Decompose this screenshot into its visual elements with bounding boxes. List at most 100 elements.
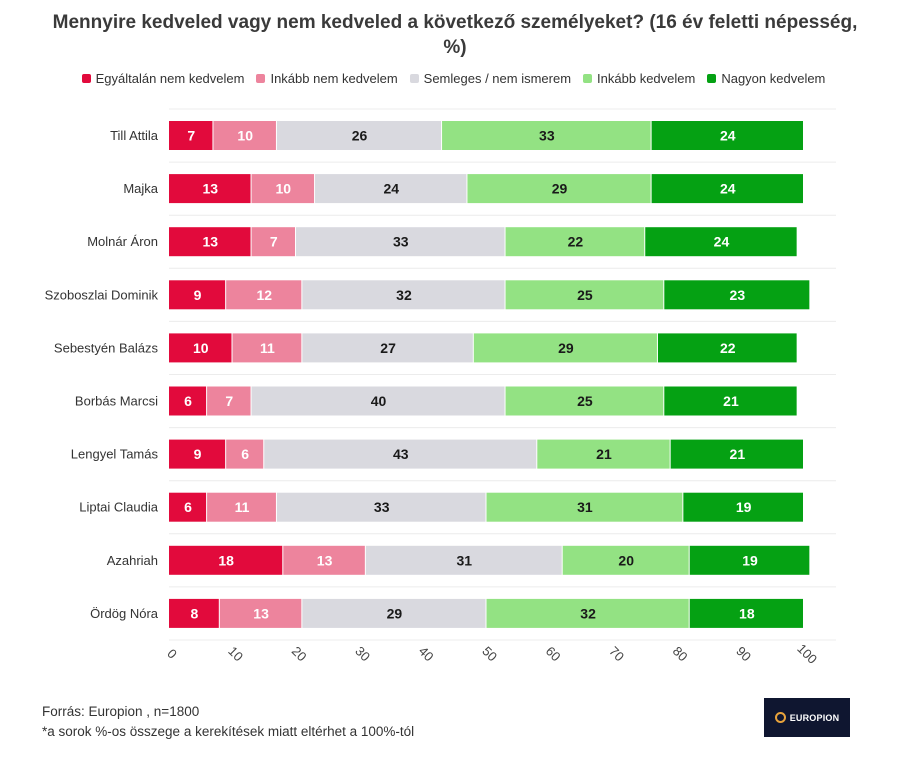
data-label: 18	[218, 552, 234, 568]
data-label: 25	[577, 287, 593, 303]
bar-segment	[169, 227, 251, 257]
bar-segment	[442, 121, 651, 150]
bar-segment	[486, 598, 689, 628]
bar-segment	[486, 492, 683, 522]
bar-segment	[689, 598, 803, 628]
legend-item: Inkább kedvelem	[583, 71, 695, 86]
data-label: 12	[256, 287, 272, 303]
legend-swatch	[409, 74, 419, 83]
bar-segment	[232, 333, 302, 363]
bar-segment	[651, 174, 803, 204]
bar-segment	[251, 386, 505, 416]
legend: Egyáltalán nem kedvelem Inkább nem kedvel…	[0, 71, 907, 86]
x-tick-label: 80	[670, 643, 691, 664]
bar-segment	[467, 174, 651, 204]
data-label: 21	[596, 446, 612, 462]
bar-segment	[296, 227, 505, 257]
source-line: Forrás: Europion , n=1800	[42, 704, 200, 719]
x-tick-label: 70	[606, 643, 627, 664]
data-label: 43	[393, 446, 409, 462]
data-label: 13	[253, 605, 269, 621]
data-label: 8	[191, 605, 199, 621]
category-label: Molnár Áron	[87, 234, 158, 249]
data-label: 13	[202, 234, 218, 250]
data-label: 22	[720, 340, 736, 356]
stacked-bar-chart: Till Attila 7 10 26 33 24 Majka 13 10 24 29 24 Molná…	[45, 108, 836, 667]
x-tick-label: 30	[352, 643, 373, 664]
bar-segment	[689, 545, 810, 575]
legend-label: Nagyon kedvelem	[721, 71, 826, 86]
bar-segment	[276, 492, 486, 522]
chart-title: Mennyire kedveled vagy nem kedveled a kö…	[52, 12, 858, 58]
data-label: 22	[568, 234, 584, 250]
bar-segment	[505, 386, 664, 416]
bar-segment	[683, 492, 803, 522]
x-tick-label: 20	[289, 643, 310, 664]
bar-segment	[664, 280, 810, 310]
bar-segment	[251, 227, 295, 257]
bar-segment	[169, 439, 226, 469]
bar-segment	[302, 598, 486, 628]
category-label: Sebestyén Balázs	[54, 340, 159, 355]
data-label: 40	[371, 393, 387, 409]
data-label: 6	[241, 446, 249, 462]
bar-segment	[207, 492, 276, 522]
data-label: 7	[270, 234, 278, 250]
data-label: 11	[260, 340, 275, 356]
bar-segment	[226, 280, 302, 310]
data-label: 23	[730, 287, 746, 303]
bar-segment	[169, 386, 207, 416]
data-label: 19	[742, 552, 758, 568]
data-label: 32	[580, 605, 596, 621]
bar-segment	[169, 280, 226, 310]
bar-segment	[365, 545, 562, 575]
data-label: 33	[374, 499, 390, 515]
data-label: 6	[184, 393, 192, 409]
logo-mark-icon	[774, 712, 786, 723]
legend-swatch	[583, 74, 593, 83]
bar-segment	[657, 333, 797, 363]
data-label: 25	[577, 393, 593, 409]
bar-segment	[302, 333, 473, 363]
data-label: 29	[558, 340, 574, 356]
category-label: Till Attila	[110, 128, 159, 143]
data-label: 7	[187, 128, 195, 144]
legend-label: Inkább nem kedvelem	[270, 71, 398, 86]
bar-segment	[537, 439, 670, 469]
data-label: 18	[739, 605, 755, 621]
data-label: 13	[317, 552, 333, 568]
bar-segment	[505, 227, 645, 257]
x-tick-label: 10	[225, 643, 246, 664]
data-label: 20	[618, 552, 634, 568]
legend-item: Egyáltalán nem kedvelem	[81, 71, 244, 86]
bar-segment	[283, 545, 365, 575]
bar-segment	[169, 598, 219, 628]
category-label: Lengyel Tamás	[71, 447, 159, 462]
bar-segment	[207, 386, 251, 416]
bar-segment	[169, 333, 232, 363]
category-label: Liptai Claudia	[79, 500, 159, 515]
bar-segment	[264, 439, 537, 469]
logo-text: EUROPION	[789, 712, 840, 723]
bar-segment	[670, 439, 803, 469]
category-label: Azahriah	[107, 553, 158, 568]
data-label: 10	[237, 128, 253, 144]
footnote-line: *a sorok %-os összege a kerekítések miat…	[42, 724, 415, 739]
legend-item: Inkább nem kedvelem	[256, 71, 398, 86]
data-label: 13	[202, 181, 218, 197]
data-label: 9	[194, 446, 202, 462]
data-label: 9	[194, 287, 202, 303]
data-label: 21	[723, 393, 739, 409]
bar-segment	[169, 492, 207, 522]
data-label: 21	[730, 446, 746, 462]
data-label: 7	[225, 393, 233, 409]
bar-segment	[505, 280, 664, 310]
data-label: 33	[393, 234, 409, 250]
bar-segment	[251, 174, 315, 204]
bar-segment	[473, 333, 657, 363]
data-label: 29	[387, 605, 403, 621]
bar-segment	[645, 227, 797, 257]
bar-segment	[562, 545, 689, 575]
category-label: Majka	[123, 181, 158, 196]
legend-item: Nagyon kedvelem	[707, 71, 825, 86]
